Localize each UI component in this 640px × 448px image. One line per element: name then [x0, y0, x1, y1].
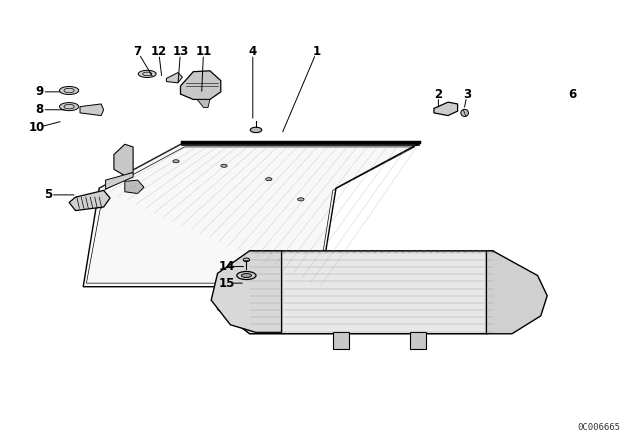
Polygon shape [69, 190, 110, 211]
Polygon shape [180, 71, 221, 99]
Polygon shape [410, 332, 426, 349]
Polygon shape [125, 180, 144, 194]
Text: 0C006665: 0C006665 [578, 423, 621, 432]
Ellipse shape [298, 198, 304, 201]
Text: 7: 7 [134, 45, 141, 58]
Text: 6: 6 [569, 87, 577, 101]
Ellipse shape [461, 109, 468, 116]
Polygon shape [333, 332, 349, 349]
Ellipse shape [241, 273, 252, 277]
Polygon shape [114, 144, 133, 176]
Polygon shape [486, 251, 547, 334]
Ellipse shape [266, 178, 272, 181]
Ellipse shape [221, 164, 227, 167]
Ellipse shape [173, 160, 179, 163]
Ellipse shape [243, 258, 250, 262]
Ellipse shape [60, 103, 79, 111]
Text: 1: 1 [313, 45, 321, 58]
Text: 12: 12 [150, 45, 167, 58]
Polygon shape [197, 99, 210, 108]
Text: 14: 14 [219, 260, 236, 273]
Text: 4: 4 [249, 45, 257, 58]
Text: 9: 9 [36, 85, 44, 99]
Text: 10: 10 [29, 121, 45, 134]
Text: 2: 2 [435, 87, 442, 101]
Text: 3: 3 [463, 87, 471, 101]
Ellipse shape [250, 127, 262, 133]
Text: 5: 5 [44, 188, 52, 202]
Polygon shape [218, 251, 538, 334]
Text: 8: 8 [36, 103, 44, 116]
Polygon shape [106, 172, 133, 189]
Polygon shape [83, 143, 419, 287]
Text: 11: 11 [195, 45, 212, 58]
Polygon shape [166, 73, 182, 83]
Text: 13: 13 [172, 45, 189, 58]
Ellipse shape [138, 70, 156, 78]
Polygon shape [434, 102, 458, 116]
Text: 15: 15 [219, 276, 236, 290]
Polygon shape [80, 104, 104, 116]
Ellipse shape [60, 86, 79, 95]
Ellipse shape [237, 271, 256, 280]
Polygon shape [211, 251, 282, 332]
